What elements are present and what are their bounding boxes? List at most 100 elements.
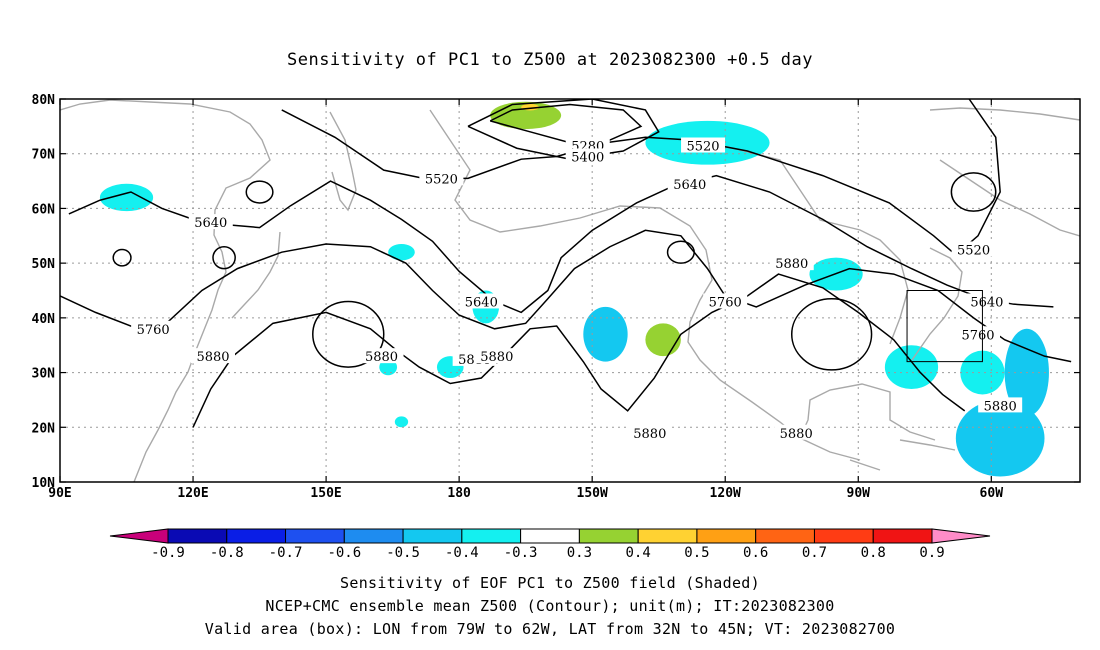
colorbar-label: 0.9 [919,545,944,561]
contour-label-text: 5640 [970,295,1003,310]
z500-closed-contour [666,240,695,264]
contour-label-text: 5520 [957,243,990,258]
contour-label-text: 5760 [709,295,742,310]
z500-contour [467,99,660,160]
contour-label: 5880 [191,348,235,365]
contour-label-text: 5760 [961,328,994,343]
lat-tick-label: 80N [32,93,56,108]
contour-label-text: 5400 [571,150,604,165]
z500-contour [192,273,966,428]
latitude-axis: 80N 70N 60N 50N 40N 30N 20N 10N [32,93,1080,491]
lon-tick-label: 150W [577,486,608,501]
colorbar-label: -0.7 [269,545,303,561]
lat-tick-label: 50N [32,257,56,272]
colorbar-box [343,528,404,544]
contour-label: 5520 [951,241,996,258]
contour-label: 5640 [667,175,712,193]
colorbar-label: 0.7 [802,545,827,561]
colorbar-label: 0.3 [567,545,592,561]
z500-closed-contour [245,180,274,204]
contour-label-text: 5880 [984,399,1017,414]
plot-area: 5280540055205520552056405640564056405760… [60,99,1080,482]
colorbar-box [226,528,287,544]
colorbar-box [402,528,463,544]
z500-closed-contour [790,297,873,371]
contour-label: 5760 [131,320,176,338]
lat-tick-label: 60N [32,202,56,217]
contour-label-text: 5520 [686,140,719,155]
colorbar-box [520,528,580,544]
colorbar-label: 0.4 [626,545,651,561]
colorbar-label: 0.6 [743,545,768,561]
shaded-region [99,183,154,212]
lat-tick-label: 20N [32,421,56,436]
contour-label: 5880 [978,397,1023,414]
colorbar-box [637,528,698,544]
contour-label: 5760 [956,326,1000,343]
z500-contour-label-layer: 5280540055205520552056405640564056405760… [131,137,1023,442]
contour-label-text: 5880 [365,350,398,365]
colorbar-label: -0.6 [327,545,361,561]
footer-line-contour: NCEP+CMC ensemble mean Z500 (Contour); u… [265,597,835,615]
z500-closed-contour [950,172,997,212]
lon-tick-label: 180 [447,486,471,501]
lon-tick-label: 90W [847,486,871,501]
longitude-axis: 90E 120E 150E 180 150W 120W 90W 60W [48,99,1003,501]
contour-label-text: 5520 [425,172,458,187]
lon-tick-label: 120W [710,486,741,501]
colorbar-box [578,528,639,544]
contour-label-text: 5880 [780,427,813,442]
contour-label-text: 5880 [633,427,666,442]
footer-line-valid-area: Valid area (box): LON from 79W to 62W, L… [204,620,896,638]
contour-label: 5520 [681,137,726,155]
colorbar-arrow-low [109,528,169,544]
colorbar-label: -0.5 [386,545,420,561]
lon-tick-label: 90E [48,486,71,501]
contour-label-text: 5880 [196,350,229,365]
contour-label: 5760 [703,293,748,310]
z500-closed-contour [212,245,236,270]
lat-tick-label: 10N [32,476,56,491]
z500-contour [60,229,1072,363]
shaded-region [645,323,681,357]
contour-label-text: 5640 [194,216,227,231]
colorbar-box [872,528,933,544]
contour-label: 5640 [964,293,1009,310]
z500-closed-contour [112,248,132,267]
shaded-region [884,345,939,389]
contour-label-text: 5760 [137,323,170,338]
contour-label-text: 5640 [465,295,498,310]
z500-closed-contour [312,300,385,368]
shaded-region [490,101,562,130]
contour-label-text: 5880 [480,350,513,365]
shaded-region [955,399,1045,477]
shaded-region [388,243,415,261]
colorbar-label: -0.8 [210,545,244,561]
lat-tick-label: 30N [32,367,56,382]
colorbar-box [813,528,874,544]
colorbar-arrow-high [931,528,991,544]
contour-label: 5520 [419,170,464,187]
colorbar-label: 0.8 [861,545,886,561]
contour-label: 5640 [459,293,504,310]
contour-label: 5400 [565,148,610,165]
colorbar: -0.9 -0.8 -0.7 -0.6 -0.5 -0.4 -0.3 0.3 0.4 0.5 0.6… [109,528,991,561]
plot-frame [59,98,1081,483]
colorbar-label: -0.4 [445,545,479,561]
colorbar-box [755,528,815,544]
graticule-layer [60,99,1080,482]
contour-label-text: 5640 [673,178,706,193]
shaded-region [583,306,628,362]
colorbar-label: -0.9 [151,545,185,561]
colorbar-box [167,528,228,544]
lon-tick-label: 120E [177,486,208,501]
contour-label: 5880 [627,424,672,442]
lat-tick-label: 70N [32,148,56,163]
colorbar-box [696,528,757,544]
contour-label-text: 5880 [775,257,808,272]
footer-line-shading: Sensitivity of EOF PC1 to Z500 field (Sh… [340,574,760,592]
map-title: Sensitivity of PC1 to Z500 at 2023082300… [286,50,813,70]
shaded-region [394,416,409,428]
contour-label: 5640 [188,214,233,231]
